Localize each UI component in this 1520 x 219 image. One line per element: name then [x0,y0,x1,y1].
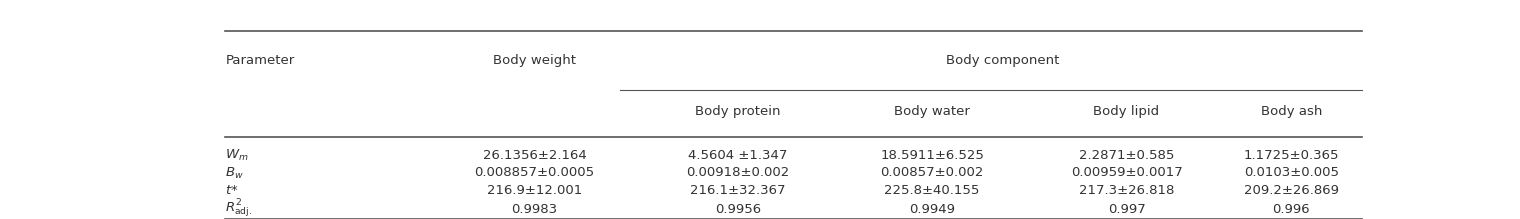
Text: Body water: Body water [894,105,970,118]
Text: $W_{m}$: $W_{m}$ [225,148,249,163]
Text: Body lipid: Body lipid [1093,105,1160,118]
Text: 216.1±32.367: 216.1±32.367 [690,184,786,197]
Text: 0.0103±0.005: 0.0103±0.005 [1243,166,1339,180]
Text: Body ash: Body ash [1260,105,1322,118]
Text: 0.00857±0.002: 0.00857±0.002 [880,166,983,180]
Text: 1.1725±0.365: 1.1725±0.365 [1243,149,1339,162]
Text: Parameter: Parameter [225,54,295,67]
Text: $R^2_{\mathrm{adj.}}$: $R^2_{\mathrm{adj.}}$ [225,198,252,219]
Text: $B_{w}$: $B_{w}$ [225,165,245,180]
Text: 4.5604 ±1.347: 4.5604 ±1.347 [689,149,787,162]
Text: 217.3±26.818: 217.3±26.818 [1079,184,1173,197]
Text: 18.5911±6.525: 18.5911±6.525 [880,149,983,162]
Text: $t$*: $t$* [225,184,239,197]
Text: 0.00959±0.0017: 0.00959±0.0017 [1070,166,1183,180]
Text: 0.9983: 0.9983 [512,203,558,216]
Text: 216.9±12.001: 216.9±12.001 [486,184,582,197]
Text: 209.2±26.869: 209.2±26.869 [1243,184,1339,197]
Text: 225.8±40.155: 225.8±40.155 [885,184,980,197]
Text: Body component: Body component [945,54,1059,67]
Text: 26.1356±2.164: 26.1356±2.164 [483,149,587,162]
Text: 0.9949: 0.9949 [909,203,955,216]
Text: 2.2871±0.585: 2.2871±0.585 [1079,149,1173,162]
Text: Body weight: Body weight [492,54,576,67]
Text: 0.9956: 0.9956 [714,203,762,216]
Text: Body protein: Body protein [695,105,781,118]
Text: 0.997: 0.997 [1108,203,1146,216]
Text: 0.008857±0.0005: 0.008857±0.0005 [474,166,594,180]
Text: 0.00918±0.002: 0.00918±0.002 [686,166,789,180]
Text: 0.996: 0.996 [1272,203,1310,216]
